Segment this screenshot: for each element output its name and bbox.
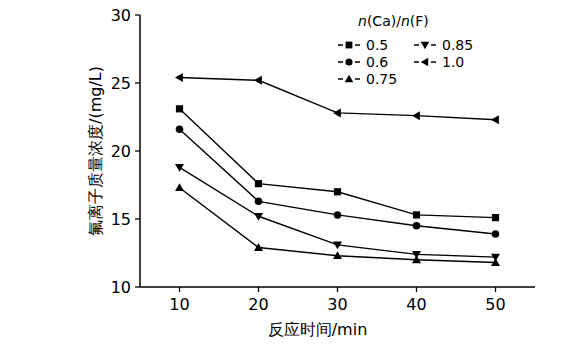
legend-label: 1.0 xyxy=(442,54,464,70)
series-line xyxy=(180,129,496,234)
series-marker xyxy=(412,111,420,120)
series-marker xyxy=(492,214,499,221)
legend-line xyxy=(431,61,436,63)
y-tick xyxy=(135,150,140,151)
y-tick-label: 30 xyxy=(111,6,131,25)
legend-title: n(Ca)/n(F) xyxy=(358,13,429,29)
x-tick-label: 40 xyxy=(406,295,426,314)
legend-line xyxy=(338,61,343,63)
legend-title-part: n xyxy=(401,13,410,29)
series-line xyxy=(180,167,496,257)
legend-label: 0.85 xyxy=(442,37,473,53)
legend-label: 0.75 xyxy=(366,71,397,87)
legend-title-part: C xyxy=(372,13,382,29)
series-marker xyxy=(255,180,262,187)
series-marker xyxy=(175,183,184,191)
y-tick-label: 15 xyxy=(111,210,131,229)
y-axis-label: 氟离子质量浓度/(mg/L) xyxy=(86,66,105,236)
x-tick-label: 10 xyxy=(169,295,189,314)
legend-line xyxy=(355,78,360,80)
legend-line xyxy=(414,44,419,46)
legend-line xyxy=(338,44,343,46)
series-marker xyxy=(176,105,183,112)
chart: 10 20 30 40 50 10 15 20 25 30 反应时间/min 氟离子质量浓度/(mg/… xyxy=(0,0,563,355)
plot-area xyxy=(175,73,500,266)
legend-marker xyxy=(421,42,430,49)
series-line xyxy=(180,188,496,263)
y-tick-label: 20 xyxy=(111,142,131,161)
legend-line xyxy=(355,61,360,63)
series-marker xyxy=(334,211,342,219)
y-tick-label: 10 xyxy=(111,278,131,297)
legend-title-part: n xyxy=(358,13,367,29)
y-tick xyxy=(135,218,140,219)
x-tick xyxy=(416,287,417,292)
legend-title-part: ) xyxy=(423,13,428,29)
series-marker xyxy=(412,251,421,259)
x-tick-label: 50 xyxy=(485,295,505,314)
series-line xyxy=(180,78,496,120)
series-marker xyxy=(491,115,499,124)
series-marker xyxy=(176,125,184,133)
series-marker xyxy=(333,251,342,259)
legend-line xyxy=(338,78,343,80)
legend-title-part: a xyxy=(382,13,391,29)
legend-line xyxy=(431,44,436,46)
legend-marker xyxy=(345,75,354,82)
series-marker xyxy=(334,188,341,195)
x-tick xyxy=(495,287,496,292)
x-tick xyxy=(337,287,338,292)
legend-line xyxy=(414,61,419,63)
legend-label: 0.5 xyxy=(366,37,388,53)
series-marker xyxy=(175,164,184,172)
legend-marker xyxy=(421,58,428,67)
series-line xyxy=(180,109,496,218)
x-tick-label: 30 xyxy=(327,295,347,314)
series-marker xyxy=(492,230,500,238)
legend-title-part: F xyxy=(415,13,423,29)
legend-marker xyxy=(346,42,353,49)
legend-label: 0.6 xyxy=(366,54,388,70)
legend-marker xyxy=(345,58,352,65)
series-marker xyxy=(491,254,500,262)
series-marker xyxy=(254,76,262,85)
series-marker xyxy=(333,108,341,117)
y-tick xyxy=(135,286,140,287)
legend-line xyxy=(355,44,360,46)
legend: n(Ca)/n(F) 0.50.60.75 0.851.0 xyxy=(338,13,473,87)
series-marker xyxy=(255,198,263,206)
series-marker xyxy=(413,222,421,230)
series-marker xyxy=(413,211,420,218)
series-marker xyxy=(333,241,342,249)
series-marker xyxy=(175,73,183,82)
series-marker xyxy=(254,213,263,221)
series-marker xyxy=(254,243,263,251)
y-tick xyxy=(135,82,140,83)
x-axis-label: 反应时间/min xyxy=(268,320,368,339)
x-tick-label: 20 xyxy=(248,295,268,314)
x-tick xyxy=(258,287,259,292)
y-tick-label: 25 xyxy=(111,74,131,93)
y-tick xyxy=(135,14,140,15)
x-tick xyxy=(179,287,180,292)
